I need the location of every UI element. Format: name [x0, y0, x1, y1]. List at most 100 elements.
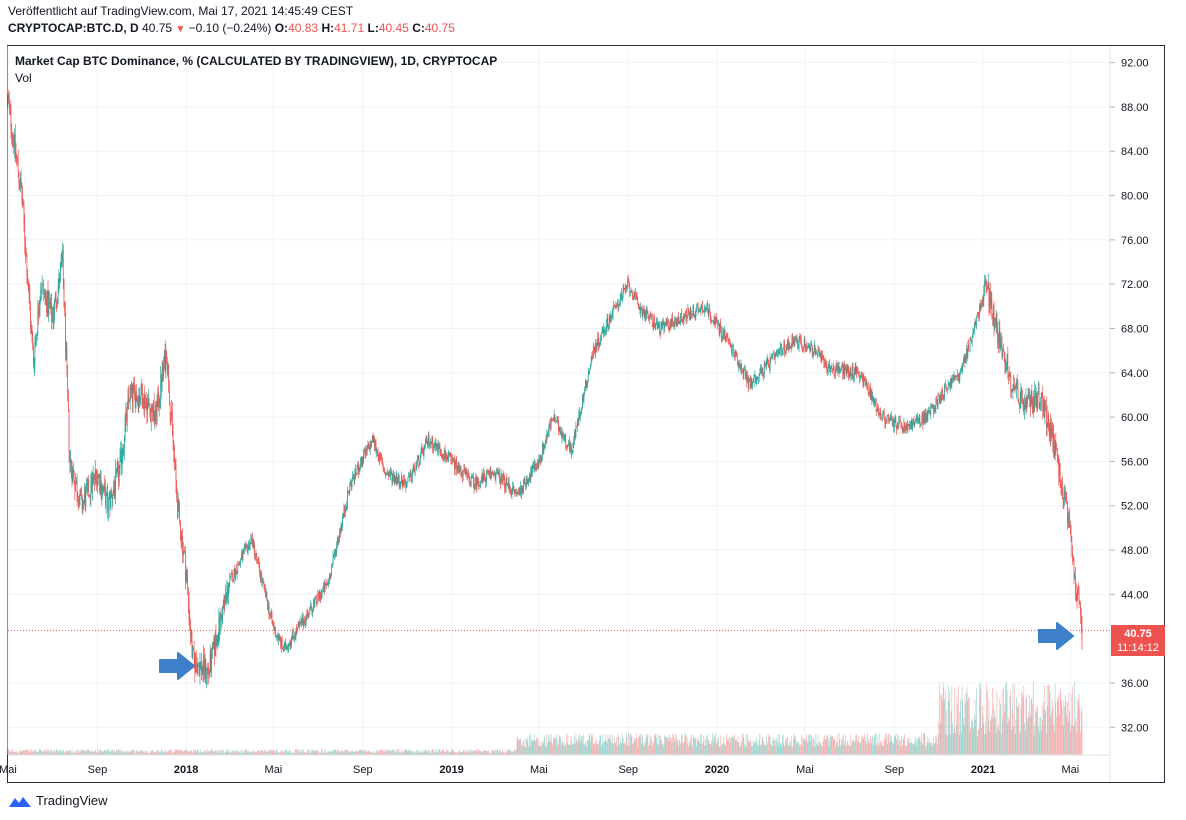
- volume-bar: [734, 740, 736, 755]
- candle-body: [684, 316, 686, 320]
- candle-body: [977, 313, 979, 314]
- volume-bar: [707, 740, 709, 755]
- volume-bar: [919, 736, 921, 755]
- volume-bar: [934, 743, 935, 755]
- volume-bar: [649, 744, 650, 755]
- volume-bar: [55, 751, 57, 755]
- candle-body: [626, 285, 628, 289]
- candle-body: [292, 631, 294, 637]
- candle-body: [985, 283, 987, 284]
- candle-body: [860, 376, 862, 378]
- candle-body: [744, 369, 745, 371]
- candle-body: [1013, 384, 1014, 389]
- volume-bar: [983, 723, 985, 755]
- candle-body: [658, 323, 660, 324]
- candle-body: [1042, 395, 1044, 413]
- candle-body: [474, 484, 476, 490]
- volume-bar: [406, 749, 407, 755]
- candle-body: [582, 396, 584, 402]
- candle-body: [1048, 414, 1049, 428]
- candle-body: [800, 338, 801, 341]
- candle-body: [263, 582, 265, 585]
- candle-body: [466, 470, 468, 477]
- candle-body: [511, 492, 513, 495]
- candle-body: [323, 584, 325, 592]
- volume-bar: [657, 744, 658, 755]
- volume-bar: [945, 734, 947, 755]
- candle-body: [775, 352, 777, 356]
- volume-bar: [219, 750, 220, 755]
- volume-bar: [348, 752, 350, 755]
- volume-bar: [160, 751, 162, 755]
- candle-body: [188, 602, 190, 620]
- volume-bar: [416, 749, 417, 755]
- candle-body: [1015, 388, 1017, 389]
- volume-bar: [21, 751, 23, 755]
- candle-body: [162, 368, 164, 375]
- volume-bar: [747, 733, 748, 755]
- candle-body: [966, 349, 967, 359]
- candle-body: [539, 460, 541, 461]
- volume-bar: [670, 738, 671, 755]
- candle-body: [604, 329, 606, 332]
- candle-body: [109, 494, 111, 508]
- candle-body: [176, 482, 178, 498]
- volume-bar: [630, 733, 631, 755]
- candle-body: [84, 493, 86, 508]
- candle-body: [671, 317, 673, 325]
- volume-bar: [438, 749, 439, 755]
- candle-body: [561, 431, 562, 439]
- candle-body: [904, 429, 906, 431]
- volume-bar: [1061, 700, 1062, 755]
- candle-body: [439, 446, 441, 454]
- volume-bar: [995, 732, 997, 755]
- volume-bar: [248, 751, 249, 755]
- candle-body: [153, 403, 154, 421]
- candle-body: [525, 483, 527, 487]
- candle-body: [693, 306, 695, 317]
- volume-bar: [395, 752, 397, 755]
- candle-body: [497, 471, 499, 475]
- candle-body: [139, 394, 140, 402]
- candle-body: [462, 473, 463, 478]
- candle-body: [695, 308, 697, 317]
- candle-body: [831, 367, 833, 369]
- volume-bar: [759, 733, 761, 755]
- volume-bar: [254, 751, 255, 755]
- volume-bar: [877, 745, 878, 755]
- volume-bar: [673, 737, 675, 755]
- candle-body: [184, 551, 186, 553]
- volume-bar: [79, 749, 81, 755]
- candle-body: [315, 596, 316, 598]
- candle-body: [984, 281, 985, 286]
- volume-bar: [1015, 719, 1017, 755]
- candle-body: [399, 485, 401, 486]
- volume-bar: [200, 749, 201, 755]
- candle-body: [808, 344, 810, 348]
- volume-bar: [819, 741, 820, 755]
- candle-body: [222, 607, 223, 624]
- volume-bar: [401, 749, 403, 755]
- candle-body: [178, 499, 180, 506]
- volume-bar: [675, 738, 677, 755]
- candle-body: [111, 492, 113, 500]
- volume-bar: [870, 736, 871, 755]
- candle-body: [327, 583, 329, 585]
- footer-brand[interactable]: TradingView: [8, 793, 108, 808]
- volume-bar: [858, 735, 860, 755]
- candle-body: [345, 508, 346, 513]
- candle-body: [420, 449, 422, 454]
- candle-body: [694, 315, 696, 317]
- volume-bar: [1019, 733, 1020, 755]
- candle-body: [267, 601, 268, 609]
- volume-bar: [463, 749, 465, 755]
- candle-body: [243, 547, 245, 551]
- volume-bar: [982, 715, 984, 755]
- volume-bar: [445, 751, 447, 755]
- volume-bar: [834, 740, 836, 755]
- candle-body: [139, 399, 141, 402]
- candle-body: [1040, 392, 1042, 405]
- volume-bar: [992, 687, 993, 755]
- candle-body: [452, 459, 454, 461]
